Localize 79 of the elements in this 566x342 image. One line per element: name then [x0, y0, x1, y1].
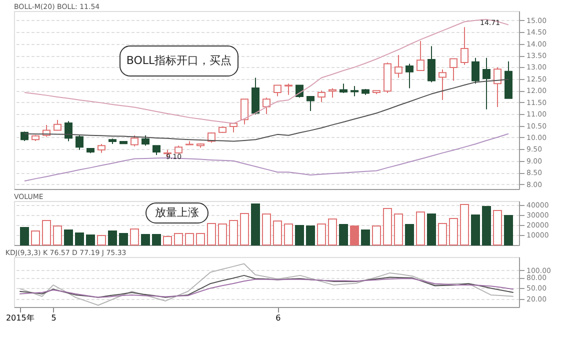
- candlestick: [482, 57, 490, 110]
- candlestick: [240, 98, 248, 125]
- candlestick: [54, 119, 62, 131]
- bar: [416, 212, 425, 246]
- bar: [339, 224, 348, 246]
- bar: [427, 214, 436, 246]
- bar: [86, 234, 95, 246]
- bar: [317, 224, 326, 246]
- candlestick: [406, 63, 414, 89]
- line-series: [24, 133, 509, 182]
- candlestick: [274, 84, 282, 97]
- candlestick: [394, 54, 402, 78]
- bar: [361, 230, 370, 246]
- bar: [229, 220, 238, 246]
- bar: [97, 235, 106, 246]
- bar: [383, 208, 392, 246]
- bar: [262, 214, 271, 246]
- bar: [471, 214, 480, 246]
- candlestick: [438, 69, 446, 100]
- bar: [119, 233, 128, 246]
- candlestick: [450, 58, 458, 82]
- bar: [185, 233, 194, 246]
- bar: [64, 230, 73, 246]
- bar: [350, 226, 359, 246]
- bar: [482, 206, 491, 246]
- bar: [152, 234, 161, 246]
- bar: [196, 233, 205, 246]
- candlestick: [130, 134, 138, 147]
- line-series: [19, 263, 514, 306]
- bar: [240, 213, 249, 246]
- candlestick: [142, 134, 150, 146]
- bar: [372, 226, 381, 246]
- candlestick: [472, 57, 480, 84]
- candlestick: [428, 46, 436, 83]
- bar: [108, 230, 117, 246]
- candlestick: [340, 83, 348, 94]
- bar: [141, 234, 150, 246]
- bar: [207, 223, 216, 246]
- annotation: 放量上涨: [155, 206, 199, 219]
- bar: [273, 220, 282, 246]
- bar: [251, 204, 260, 246]
- bar: [284, 224, 293, 246]
- bar: [163, 236, 172, 246]
- bar: [53, 226, 62, 246]
- bar: [130, 228, 139, 246]
- bar: [394, 214, 403, 246]
- x-tick-label: 2015年: [6, 314, 34, 322]
- bar: [174, 233, 183, 246]
- annotation: BOLL指标开口，买点: [126, 54, 232, 67]
- candlestick: [494, 66, 502, 108]
- candlestick: [318, 90, 326, 103]
- bar: [449, 218, 458, 246]
- candlestick: [350, 85, 358, 97]
- bar: [504, 215, 513, 246]
- candlestick: [284, 83, 292, 96]
- candlestick: [64, 120, 72, 142]
- bar: [295, 225, 304, 246]
- x-tick-label: 6: [276, 314, 281, 322]
- bar: [306, 226, 315, 246]
- x-tick-label: 5: [51, 314, 56, 322]
- candlestick: [306, 96, 314, 112]
- candlestick: [20, 131, 28, 142]
- candlestick: [460, 26, 468, 66]
- candlestick: [328, 88, 336, 98]
- bar: [218, 224, 227, 246]
- candlestick: [416, 40, 424, 71]
- bar: [75, 232, 84, 246]
- bar: [438, 223, 447, 246]
- bar: [328, 218, 337, 246]
- bar: [405, 224, 414, 246]
- bar: [493, 210, 502, 246]
- bar: [31, 230, 40, 246]
- bar: [460, 204, 469, 246]
- candlestick: [152, 145, 160, 156]
- candlestick: [76, 134, 84, 150]
- candlestick: [262, 97, 270, 115]
- bar: [42, 220, 51, 246]
- bar: [20, 227, 29, 246]
- candlestick: [296, 84, 304, 98]
